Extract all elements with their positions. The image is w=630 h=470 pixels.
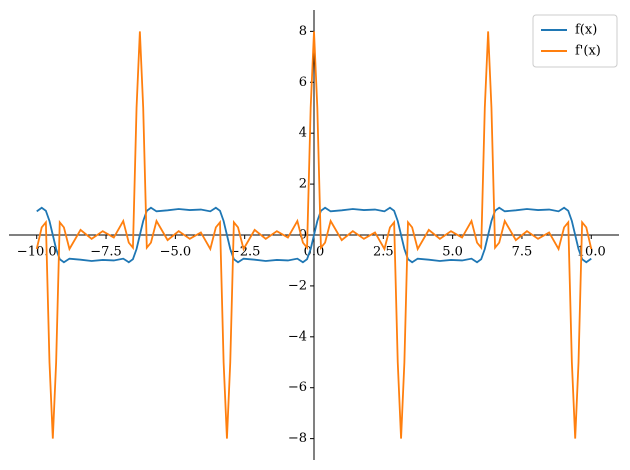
x-tick-label: 2.5 xyxy=(373,245,394,260)
y-tick-label: 4 xyxy=(299,126,307,141)
y-tick-label: 6 xyxy=(299,75,307,90)
y-tick-label: 2 xyxy=(299,177,307,192)
y-tick-label: −4 xyxy=(288,329,307,344)
legend-label: f(x) xyxy=(575,23,597,38)
x-tick-label: 5.0 xyxy=(442,245,463,260)
x-tick-label: 10.0 xyxy=(577,245,606,260)
x-tick-label: 7.5 xyxy=(512,245,533,260)
series-line xyxy=(35,31,593,439)
y-tick-label: 0 xyxy=(299,228,307,243)
y-tick-label: −6 xyxy=(288,380,307,395)
x-tick-label: −7.5 xyxy=(90,245,122,260)
legend-box xyxy=(532,14,618,68)
y-tick-label: 8 xyxy=(299,24,307,39)
y-tick-label: −2 xyxy=(288,278,307,293)
x-tick-label: −5.0 xyxy=(160,245,192,260)
legend-label: f'(x) xyxy=(575,44,601,59)
series-line xyxy=(36,206,592,264)
x-tick-label: −2.5 xyxy=(229,245,261,260)
y-tick-label: −8 xyxy=(288,431,307,446)
